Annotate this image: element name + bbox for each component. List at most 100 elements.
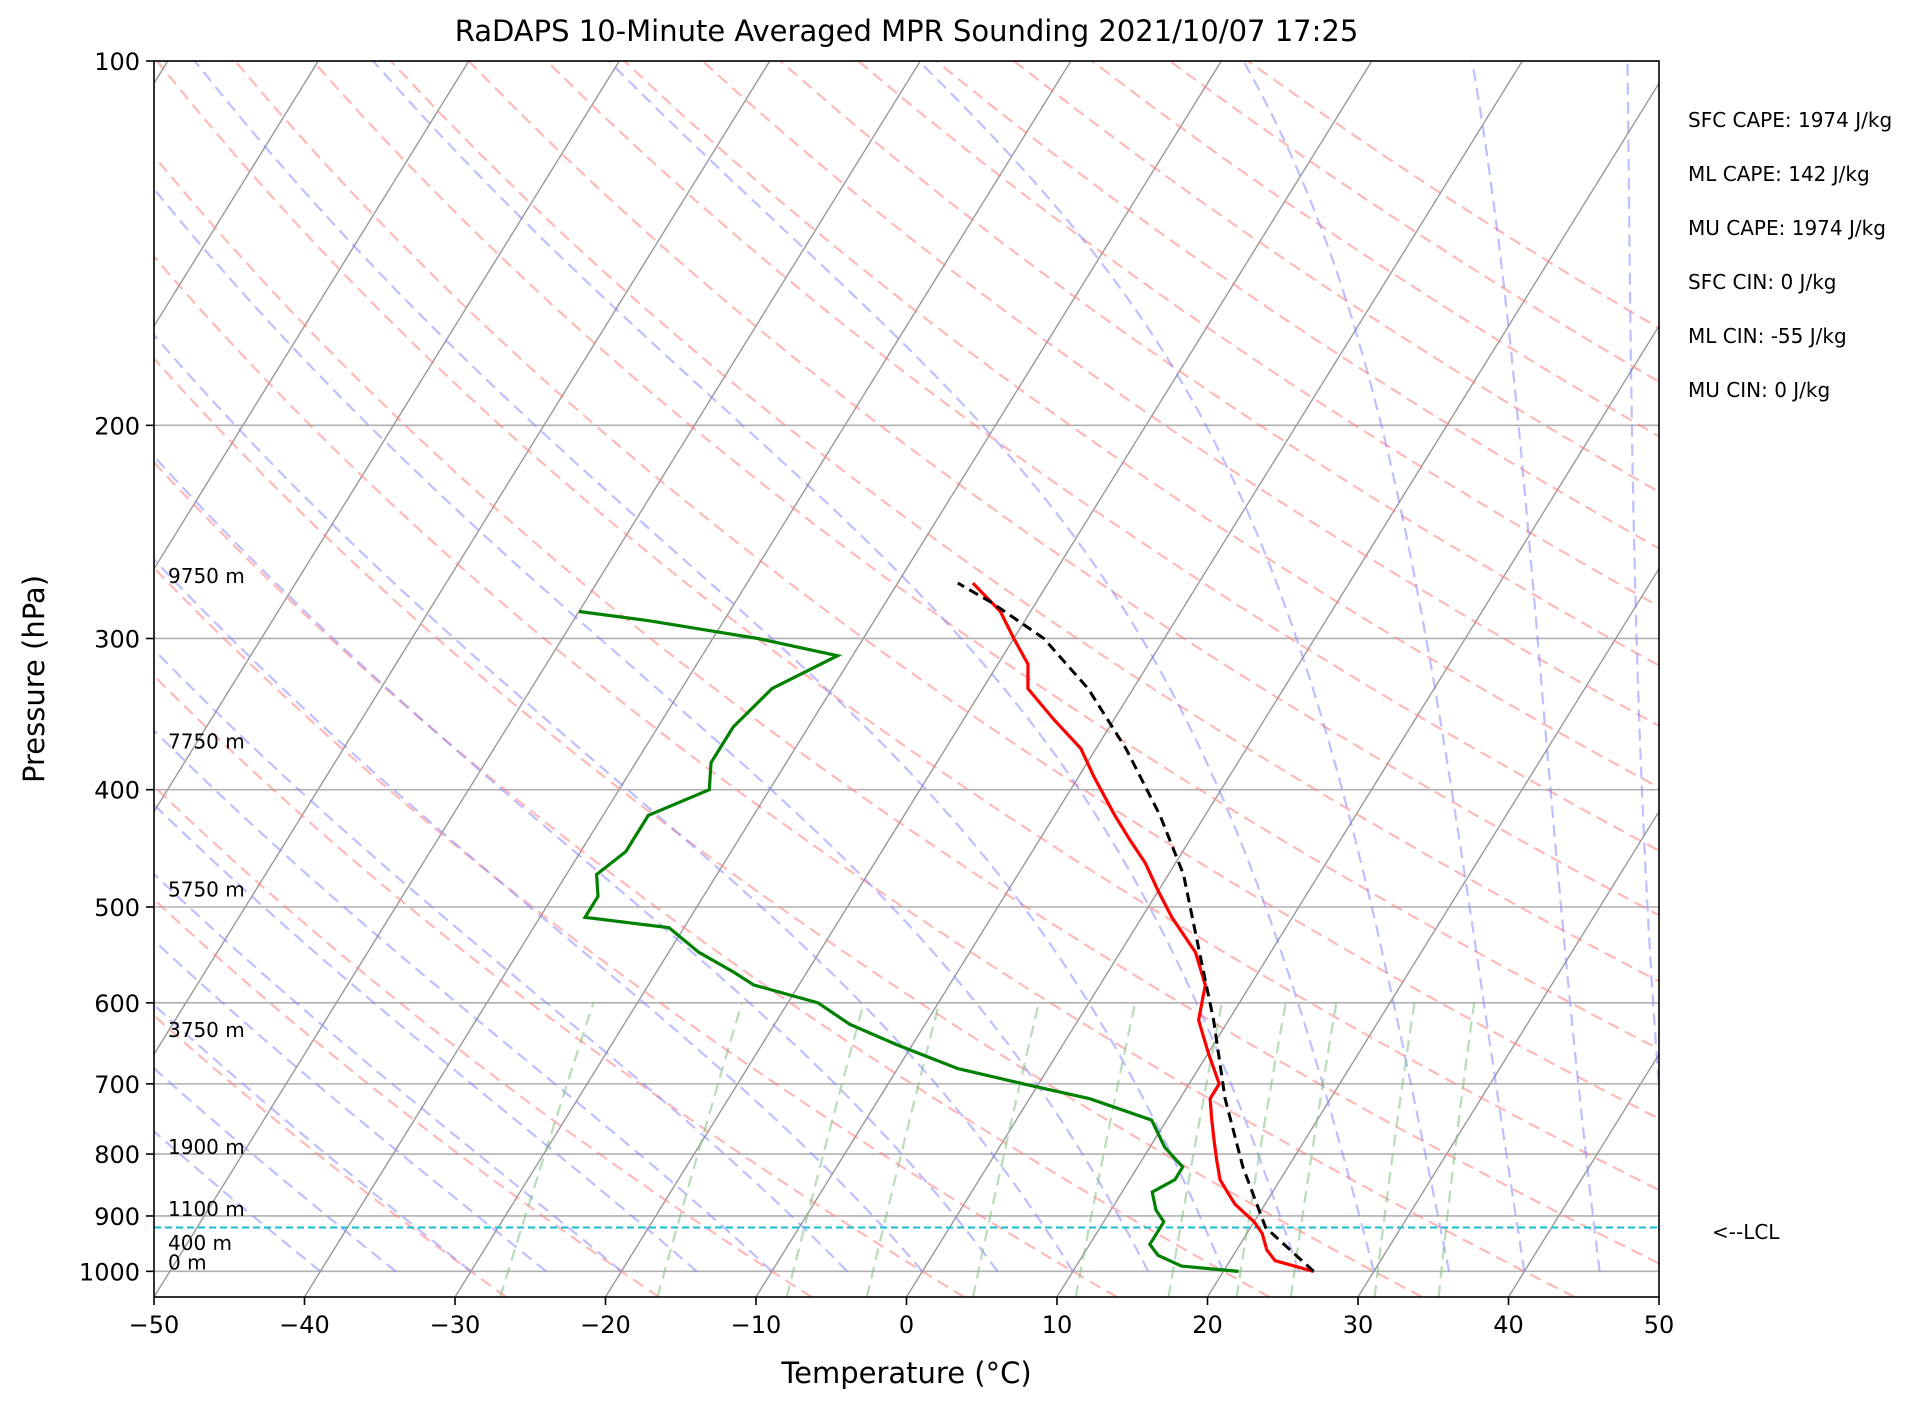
dry-adiabat-line	[467, 61, 1659, 917]
x-tick-label: −40	[279, 1311, 330, 1339]
moist-adiabat-line	[154, 187, 1150, 1272]
height-label: 1100 m	[168, 1197, 245, 1221]
parcel-profile	[957, 581, 1315, 1273]
moist-adiabat-line	[154, 939, 547, 1273]
dewpoint-profile	[578, 609, 1239, 1273]
moist-adiabat-line	[193, 61, 1225, 1272]
x-tick-label: 40	[1493, 1311, 1524, 1339]
x-tick-label: −30	[430, 1311, 481, 1339]
moist-adiabat-line	[1242, 61, 1526, 1272]
dry-adiabat-line	[389, 61, 1659, 983]
isotherm-line	[154, 61, 620, 813]
y-tick-label: 400	[94, 777, 140, 805]
stat-sfc-cin: SFC CIN: 0 J/kg	[1688, 270, 1837, 294]
x-tick-label: 20	[1192, 1311, 1223, 1339]
stats-panel: SFC CAPE: 1974 J/kg ML CAPE: 142 J/kg MU…	[1688, 108, 1892, 432]
moist-adiabat-line	[154, 1003, 472, 1273]
dry-adiabat-line	[154, 356, 1423, 1297]
y-tick-label: 100	[94, 48, 140, 76]
dry-adiabat-line	[156, 61, 1659, 1192]
y-tick-label: 200	[94, 412, 140, 440]
moist-adiabat-line	[1626, 61, 1659, 1103]
x-tick-label: −20	[580, 1311, 631, 1339]
isotherm-line	[1507, 1052, 1659, 1297]
height-label: 400 m	[168, 1231, 232, 1255]
temperature-profile	[971, 581, 1315, 1273]
mixing-ratio-line	[1074, 1002, 1137, 1297]
x-tick-label: 10	[1042, 1311, 1073, 1339]
mixing-ratio-line	[656, 1002, 743, 1297]
stat-mu-cape: MU CAPE: 1974 J/kg	[1688, 216, 1886, 240]
y-axis-label: Pressure (hPa)	[17, 575, 51, 783]
y-tick-label: 700	[94, 1071, 140, 1099]
chart-title: RaDAPS 10-Minute Averaged MPR Sounding 2…	[454, 14, 1359, 48]
x-axis-label: Temperature (°C)	[780, 1356, 1031, 1390]
moist-adiabat-line	[154, 803, 698, 1273]
mixing-ratio-line	[785, 1002, 865, 1297]
mixing-ratio-line	[499, 1002, 595, 1297]
y-tick-label: 600	[94, 990, 140, 1018]
moist-adiabat-line	[917, 61, 1451, 1272]
dry-adiabat-line	[154, 1013, 508, 1297]
height-label: 3750 m	[168, 1018, 245, 1042]
y-tick-label: 900	[94, 1203, 140, 1231]
dry-adiabat-line	[154, 674, 965, 1297]
isotherm-line	[1357, 810, 1659, 1297]
moist-adiabat-line	[154, 333, 1074, 1272]
mixing-ratio-line	[1289, 1002, 1338, 1297]
background-lines	[0, 61, 1659, 1297]
mixing-ratio-line	[1167, 1002, 1224, 1297]
moist-adiabat-line	[608, 61, 1375, 1272]
height-label: 7750 m	[168, 730, 245, 754]
dry-adiabat-line	[154, 784, 813, 1297]
height-label: 0 m	[168, 1250, 207, 1274]
moist-adiabat-line	[154, 1066, 397, 1273]
isotherm-line	[303, 61, 1072, 1297]
x-tick-label: 30	[1343, 1311, 1374, 1339]
dry-adiabat-line	[623, 61, 1659, 789]
dry-adiabat-line	[154, 154, 1659, 1265]
x-tick-label: −50	[129, 1311, 180, 1339]
stat-mu-cin: MU CIN: 0 J/kg	[1688, 378, 1831, 402]
mixing-ratio-line	[1437, 1002, 1476, 1297]
isotherm-line	[604, 61, 1373, 1297]
moist-adiabat-line	[154, 557, 924, 1273]
mixing-ratio-line	[1235, 1002, 1287, 1297]
moist-adiabat-line	[154, 872, 623, 1273]
dry-adiabat-line	[234, 61, 1659, 1120]
isotherm-line	[154, 61, 319, 328]
isotherm-line	[1206, 567, 1659, 1297]
isotherm-line	[154, 61, 921, 1297]
stat-sfc-cape: SFC CAPE: 1974 J/kg	[1688, 108, 1893, 132]
y-tick-label: 500	[94, 894, 140, 922]
mixing-ratio-line	[1373, 1002, 1416, 1297]
height-label: 9750 m	[168, 564, 245, 588]
x-tick-label: 50	[1644, 1311, 1675, 1339]
moist-adiabat-line	[154, 729, 773, 1273]
moist-adiabat-line	[154, 648, 848, 1273]
moist-adiabat-line	[1470, 61, 1601, 1272]
dry-adiabat-line	[779, 61, 1659, 667]
height-label: 1900 m	[168, 1135, 245, 1159]
stat-ml-cape: ML CAPE: 142 J/kg	[1688, 162, 1870, 186]
mixing-ratio-line	[865, 1002, 941, 1297]
mixing-ratio-line	[971, 1002, 1040, 1297]
dry-adiabat-line	[154, 897, 660, 1297]
isotherm-line	[154, 61, 771, 1056]
y-tick-label: 300	[94, 625, 140, 653]
dry-adiabat-line	[312, 61, 1659, 1051]
dry-adiabat-line	[154, 460, 1271, 1297]
y-tick-label: 800	[94, 1141, 140, 1169]
y-tick-label: 1000	[79, 1258, 140, 1286]
isotherm-line	[454, 61, 1222, 1297]
isotherm-line	[1056, 324, 1659, 1297]
moist-adiabat-line	[372, 61, 1300, 1272]
isotherm-line	[905, 81, 1659, 1297]
dry-adiabat-line	[154, 566, 1118, 1297]
stat-ml-cin: ML CIN: -55 J/kg	[1688, 324, 1847, 348]
x-tick-label: 0	[899, 1311, 914, 1339]
lcl-label: <--LCL	[1712, 1220, 1780, 1244]
isotherm-line	[0, 61, 17, 1297]
dry-adiabat-line	[857, 61, 1659, 608]
